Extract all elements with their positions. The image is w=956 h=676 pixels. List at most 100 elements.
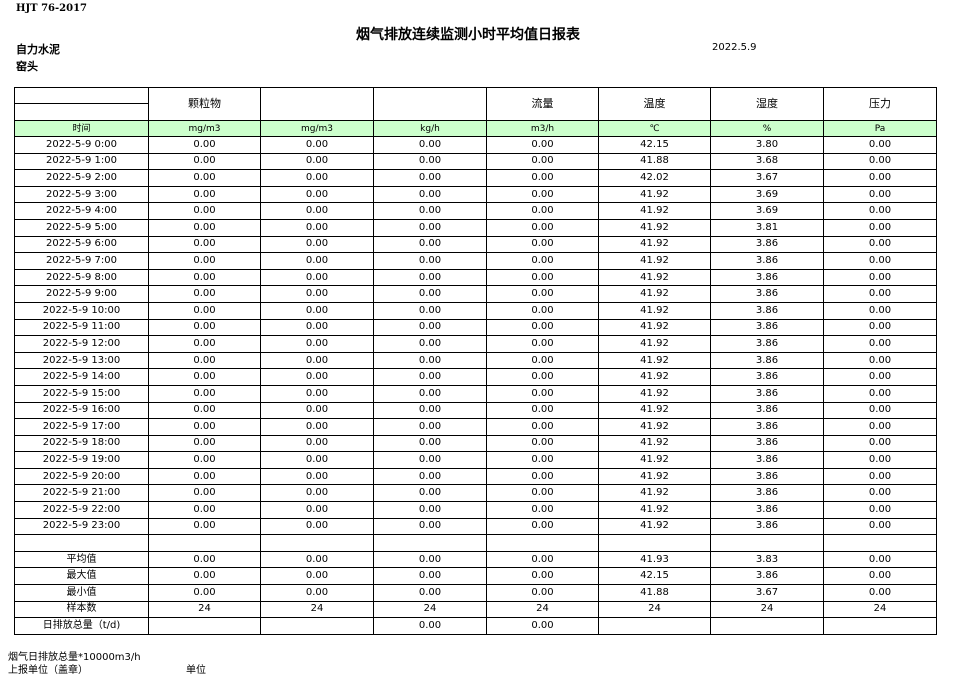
table-cell: 0.00 bbox=[148, 318, 261, 337]
table-cell: 3.86 bbox=[710, 384, 824, 403]
table-cell: 41.93 bbox=[598, 550, 711, 569]
table-cell: 0.00 bbox=[260, 185, 374, 204]
table-cell: 最小值 bbox=[14, 584, 149, 602]
report-table: 颗粒物 流量 温度 湿度 压力 时间 mg/m3 mg/m3 kg/h m3/h ℃% Pa 2022-… bbox=[14, 87, 937, 635]
table-cell: 0.00 bbox=[373, 418, 487, 436]
table-cell: 0.00 bbox=[823, 169, 937, 187]
table-cell: 0.00 bbox=[148, 368, 261, 386]
table-cell: 24 bbox=[598, 600, 711, 619]
table-cell: 2022-5-9 23:00 bbox=[14, 517, 149, 536]
summary-row: 日排放总量（t/d) 0.00 0.00 bbox=[14, 617, 937, 635]
table-cell: 0.00 bbox=[148, 484, 261, 503]
table-cell: 最大值 bbox=[14, 567, 149, 586]
table-cell: 0.00 bbox=[823, 185, 937, 204]
table-cell: 3.81 bbox=[710, 218, 824, 237]
table-cell: 41.92 bbox=[598, 301, 711, 320]
table-cell: 3.86 bbox=[710, 235, 824, 254]
table-cell: 流量 bbox=[486, 87, 599, 121]
table-cell: 0.00 bbox=[486, 218, 599, 237]
table-cell: 0.00 bbox=[373, 235, 487, 254]
table-cell: 3.86 bbox=[710, 434, 824, 453]
table-cell: 0.00 bbox=[486, 467, 599, 486]
table-cell: 0.00 bbox=[260, 285, 374, 303]
table-cell: 24 bbox=[373, 600, 487, 619]
table-cell: 41.92 bbox=[598, 318, 711, 337]
table-cell: 3.86 bbox=[710, 467, 824, 486]
table-cell: 0.00 bbox=[486, 550, 599, 569]
table-cell: 0.00 bbox=[373, 185, 487, 204]
table-cell: 0.00 bbox=[373, 467, 487, 486]
table-cell: 41.92 bbox=[598, 335, 711, 353]
table-cell: 0.00 bbox=[486, 434, 599, 453]
table-cell: 0.00 bbox=[486, 169, 599, 187]
table-cell: 0.00 bbox=[148, 252, 261, 270]
table-cell bbox=[823, 617, 937, 635]
table-cell: ℃ bbox=[598, 120, 711, 137]
table-cell: 时间 bbox=[14, 120, 149, 137]
table-cell bbox=[710, 534, 824, 552]
table-row: 2022-5-9 7:00 0.00 0.00 0.00 0.00 41.92 3.86 0.… bbox=[14, 252, 937, 270]
table-cell: 2022-5-9 8:00 bbox=[14, 268, 149, 287]
table-cell: 0.00 bbox=[823, 501, 937, 519]
table-cell: 3.86 bbox=[710, 301, 824, 320]
table-cell bbox=[14, 534, 149, 552]
table-cell: 0.00 bbox=[486, 501, 599, 519]
table-cell: 0.00 bbox=[486, 584, 599, 602]
table-row: 2022-5-9 21:00 0.00 0.00 0.00 0.00 41.92 3.86 0… bbox=[14, 484, 937, 503]
table-cell: 0.00 bbox=[373, 401, 487, 420]
table-cell: 3.68 bbox=[710, 152, 824, 171]
table-cell: 0.00 bbox=[148, 202, 261, 220]
table-cell: 0.00 bbox=[486, 517, 599, 536]
table-cell: 0.00 bbox=[148, 285, 261, 303]
table-cell: 41.92 bbox=[598, 268, 711, 287]
table-cell: 0.00 bbox=[823, 567, 937, 586]
table-cell: % bbox=[710, 120, 824, 137]
table-cell: 2022-5-9 2:00 bbox=[14, 169, 149, 187]
table-cell: 0.00 bbox=[373, 301, 487, 320]
table-cell: 0.00 bbox=[823, 301, 937, 320]
table-cell: 0.00 bbox=[148, 169, 261, 187]
table-cell: 2022-5-9 19:00 bbox=[14, 451, 149, 469]
table-cell: 0.00 bbox=[373, 218, 487, 237]
table-row: 2022-5-9 15:00 0.00 0.00 0.00 0.00 41.92 3.86 0… bbox=[14, 384, 937, 403]
table-cell: 0.00 bbox=[148, 418, 261, 436]
table-cell bbox=[373, 534, 487, 552]
table-cell: 0.00 bbox=[823, 484, 937, 503]
table-cell: 41.92 bbox=[598, 202, 711, 220]
table-cell: 湿度 bbox=[710, 87, 824, 121]
table-cell: 0.00 bbox=[373, 434, 487, 453]
table-cell: 0.00 bbox=[373, 169, 487, 187]
report-date: 2022.5.9 bbox=[712, 42, 757, 53]
table-cell bbox=[260, 617, 374, 635]
table-cell: 3.86 bbox=[710, 318, 824, 337]
table-cell: 2022-5-9 7:00 bbox=[14, 252, 149, 270]
table-cell: 0.00 bbox=[823, 401, 937, 420]
table-cell: 41.92 bbox=[598, 467, 711, 486]
table-cell: 温度 bbox=[598, 87, 711, 121]
table-cell bbox=[823, 534, 937, 552]
table-cell: 3.69 bbox=[710, 185, 824, 204]
table-cell: 42.02 bbox=[598, 169, 711, 187]
table-cell: 0.00 bbox=[373, 584, 487, 602]
table-row: 2022-5-9 0:00 0.00 0.00 0.00 0.00 42.15 3.80 0.… bbox=[14, 136, 937, 154]
table-cell: 0.00 bbox=[373, 384, 487, 403]
table-cell: 0.00 bbox=[486, 301, 599, 320]
table-cell: 0.00 bbox=[486, 418, 599, 436]
table-cell: 0.00 bbox=[148, 152, 261, 171]
site-name: 窑头 bbox=[16, 60, 38, 73]
table-cell: 平均值 bbox=[14, 550, 149, 569]
footer-reporter: 上报单位（盖章） bbox=[8, 665, 88, 676]
table-cell: 0.00 bbox=[486, 451, 599, 469]
table-cell: 颗粒物 bbox=[148, 87, 261, 121]
table-cell: 2022-5-9 15:00 bbox=[14, 384, 149, 403]
table-cell: 0.00 bbox=[373, 368, 487, 386]
table-cell: 41.92 bbox=[598, 501, 711, 519]
table-cell: 41.92 bbox=[598, 285, 711, 303]
table-cell: 0.00 bbox=[373, 617, 487, 635]
table-cell: kg/h bbox=[373, 120, 487, 137]
table-row: 2022-5-9 16:00 0.00 0.00 0.00 0.00 41.92 3.86 0… bbox=[14, 401, 937, 420]
table-cell: 0.00 bbox=[148, 335, 261, 353]
table-cell: 3.86 bbox=[710, 252, 824, 270]
table-cell: 0.00 bbox=[373, 517, 487, 536]
table-cell: 0.00 bbox=[260, 401, 374, 420]
